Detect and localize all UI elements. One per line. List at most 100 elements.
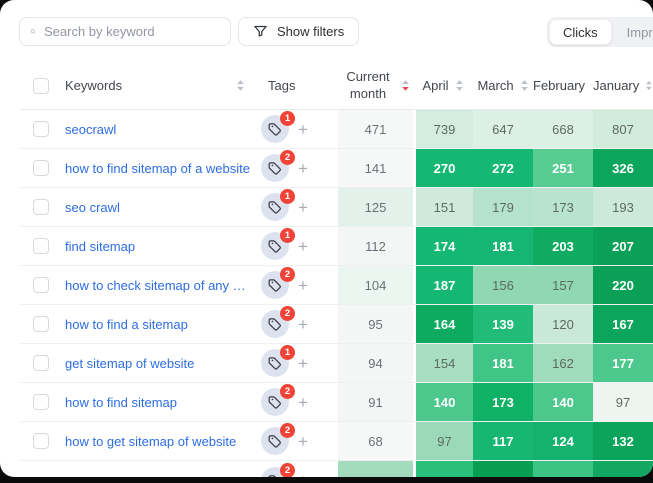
search-input[interactable] [44, 24, 220, 39]
tag-chip[interactable]: 2 [261, 150, 295, 182]
heatmap-cell [533, 461, 593, 477]
keywords-table: Keywords Tags Current month April March … [20, 62, 653, 477]
heatmap-cell: 124 [533, 422, 593, 460]
heatmap-cell: 120 [533, 305, 593, 343]
add-tag-button[interactable]: + [298, 314, 308, 334]
add-tag-button[interactable]: + [298, 392, 308, 412]
keyword-link[interactable]: get sitemap of website [65, 355, 195, 371]
keyword-cell: get sitemap of website [20, 344, 253, 382]
row-checkbox[interactable] [33, 433, 49, 449]
add-tag-button[interactable]: + [298, 353, 308, 373]
tag-icon [268, 396, 281, 409]
heatmap-cell: 193 [593, 188, 653, 226]
heatmap-cell [413, 461, 473, 477]
keyword-link[interactable]: how to find a sitemap [65, 316, 188, 332]
tag-chip[interactable]: 1 [261, 345, 295, 377]
sort-icon[interactable] [520, 79, 529, 92]
tag-icon [268, 279, 281, 292]
heatmap-cell: 139 [473, 305, 533, 343]
heatmap-cell: 97 [593, 383, 653, 421]
select-all-checkbox[interactable] [33, 77, 49, 94]
table-row: find sitemap 1 + 112 174 181 203 207 [20, 227, 653, 266]
table-row: how to check sitemap of any website 2 + … [20, 266, 653, 305]
sort-icon[interactable] [455, 79, 464, 92]
sort-icon[interactable] [591, 79, 593, 92]
add-tag-button[interactable]: + [298, 158, 308, 178]
add-tag-button[interactable]: + [298, 275, 308, 295]
tag-chip[interactable]: 2 [261, 267, 295, 299]
tag-icon [268, 435, 281, 448]
row-checkbox[interactable] [33, 121, 49, 137]
heatmap-cell: 156 [473, 266, 533, 304]
heatmap-cell: 154 [413, 344, 473, 382]
keyword-cell: how to find sitemap of a website [20, 149, 253, 187]
heatmap-cell: 251 [533, 149, 593, 187]
row-checkbox[interactable] [33, 238, 49, 254]
add-tag-button[interactable]: + [298, 236, 308, 256]
keyword-link[interactable]: how to check sitemap of any website [65, 277, 253, 293]
current-month-cell: 471 [338, 110, 413, 148]
keyword-link[interactable]: seocrawl [65, 121, 117, 137]
sort-icon[interactable] [645, 79, 653, 92]
tag-chip[interactable]: 1 [261, 228, 295, 260]
column-header-month[interactable]: January [593, 78, 653, 93]
keyword-link[interactable]: how to get sitemap of website [65, 433, 237, 449]
month-header-label: January [593, 78, 640, 93]
column-header-month[interactable]: February [533, 78, 593, 93]
sort-icon-desc-active[interactable] [401, 79, 410, 92]
toggle-option-clicks[interactable]: Clicks [549, 19, 612, 45]
heatmap-cell: 739 [413, 110, 473, 148]
column-header-month[interactable]: April [413, 78, 473, 93]
heatmap-cell: 807 [593, 110, 653, 148]
tag-chip[interactable]: 1 [261, 111, 295, 143]
row-checkbox[interactable] [33, 277, 49, 293]
heatmap-cell: 162 [533, 344, 593, 382]
add-tag-button[interactable]: + [298, 472, 308, 477]
table-body: seocrawl 1 + 471 739 647 668 807 how to fin… [20, 110, 653, 477]
tag-chip[interactable]: 2 [261, 423, 295, 455]
add-tag-button[interactable]: + [298, 197, 308, 217]
tag-count-badge: 1 [280, 111, 295, 126]
row-checkbox[interactable] [33, 355, 49, 371]
keyword-link[interactable]: how to find sitemap [65, 394, 178, 410]
add-tag-button[interactable]: + [298, 119, 308, 139]
keyword-link[interactable]: find sitemap [65, 238, 136, 254]
keyword-cell: how to check sitemap of any website [20, 266, 253, 304]
column-header-current-month[interactable]: Current month [338, 69, 413, 102]
table-row: get sitemap of website 1 + 94 154 181 162 1… [20, 344, 653, 383]
tags-cell: 1 + [253, 110, 338, 148]
table-row: seocrawl 1 + 471 739 647 668 807 [20, 110, 653, 149]
keyword-cell: how to find sitemap [20, 383, 253, 421]
heatmap-cell [593, 461, 653, 477]
column-header-month[interactable]: March [473, 78, 533, 93]
keyword-link[interactable]: seo crawl [65, 199, 120, 215]
tag-chip[interactable]: 2 [261, 384, 295, 416]
tag-icon [268, 240, 281, 253]
heatmap-cell: 164 [413, 305, 473, 343]
keyword-cell [20, 461, 253, 477]
search-box[interactable] [19, 17, 231, 46]
toggle-option-impressions[interactable]: Impressions [626, 24, 653, 40]
add-tag-button[interactable]: + [298, 431, 308, 451]
heatmap-cell: 179 [473, 188, 533, 226]
column-header-tags: Tags [253, 78, 338, 93]
show-filters-button[interactable]: Show filters [238, 17, 360, 46]
row-checkbox[interactable] [33, 160, 49, 176]
tag-icon [268, 357, 281, 370]
heatmap-cell: 668 [533, 110, 593, 148]
sort-icon[interactable] [236, 79, 245, 92]
tag-count-badge: 1 [280, 345, 295, 360]
heatmap-cell: 270 [413, 149, 473, 187]
row-checkbox[interactable] [33, 394, 49, 410]
tag-chip[interactable]: 1 [261, 189, 295, 221]
current-month-cell: 125 [338, 188, 413, 226]
tag-chip[interactable]: 2 [261, 306, 295, 338]
row-checkbox[interactable] [33, 199, 49, 215]
row-checkbox[interactable] [33, 316, 49, 332]
column-header-keywords[interactable]: Keywords [20, 77, 253, 94]
keyword-link[interactable]: how to find sitemap of a website [65, 160, 250, 176]
tag-icon [268, 318, 281, 331]
heatmap-cell: 117 [473, 422, 533, 460]
tag-chip[interactable]: 2 [261, 462, 295, 477]
keyword-cell: how to get sitemap of website [20, 422, 253, 460]
